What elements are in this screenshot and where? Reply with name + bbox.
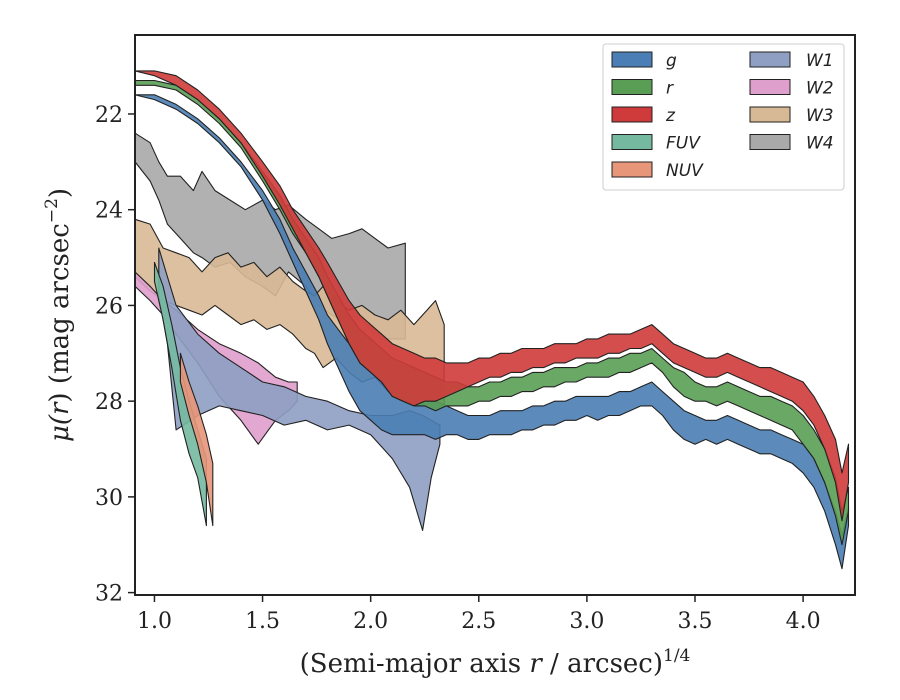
legend-label-z: z [665,106,676,126]
legend-swatch-w1 [749,51,791,68]
legend-swatch-r [611,79,653,95]
x-tick-label: 3.5 [678,609,713,634]
legend-label-w4: W4 [806,134,834,154]
x-tick-label: 3.0 [569,609,604,634]
legend-label-nuv: NUV [666,161,704,181]
legend-label-fuv: FUV [666,134,701,154]
x-axis-title-prefix: (Semi-major axis [300,649,530,679]
y-tick-label: 32 [95,582,123,607]
x-tick-label: 1.5 [245,609,280,634]
x-tick-label: 1.0 [137,609,172,634]
y-axis-ticks: 22 24 26 28 30 32 [95,103,135,607]
y-tick-label: 30 [95,486,123,511]
y-tick-label: 28 [95,390,123,415]
x-axis-title-mid: / arcsec) [542,649,663,679]
legend-label-w2: W2 [806,79,834,99]
x-axis-title-var: r [529,649,543,679]
series-band-nuv [179,352,214,527]
legend-label-r: r [666,79,674,99]
series-band-w1 [158,247,441,531]
legend-label-g: g [666,51,677,71]
x-axis-title-sup: 1/4 [663,646,690,666]
series-band-z [136,70,850,522]
y-axis-title-mid: ) (mag arcsec [45,223,75,402]
legend-swatch-w2 [749,79,791,95]
y-axis-title-var: r [45,401,75,415]
legend: grz FUV NUV W1 W2 W3 W4 [602,43,845,191]
x-axis-title: (Semi-major axis r / arcsec)1/4 [300,646,691,679]
series-band-fuv [153,261,207,527]
x-tick-label: 4.0 [786,609,821,634]
x-tick-label: 2.5 [461,609,496,634]
legend-swatch-fuv [611,134,653,150]
y-axis-title-end: ) [45,188,75,198]
y-tick-label: 22 [95,103,123,128]
y-axis-title-prefix: μ( [45,414,75,442]
y-tick-label: 26 [95,294,123,319]
legend-swatch-z [611,106,653,123]
legend-swatch-g [611,51,653,68]
legend-swatch-w3 [749,106,791,123]
x-axis-ticks: 1.0 1.5 2.0 2.5 3.0 3.5 4.0 [137,595,821,634]
plot-frame [134,34,856,596]
series-bands [136,70,850,570]
legend-label-w3: W3 [806,106,834,126]
y-axis-title: μ(r) (mag arcsec−2) [42,188,75,442]
y-axis-title-sup: −2 [42,198,62,223]
legend-swatch-nuv [611,161,653,178]
x-tick-label: 2.0 [353,609,388,634]
legend-label-w1: W1 [806,51,834,71]
legend-swatch-w4 [749,134,791,150]
y-tick-label: 24 [95,199,123,224]
